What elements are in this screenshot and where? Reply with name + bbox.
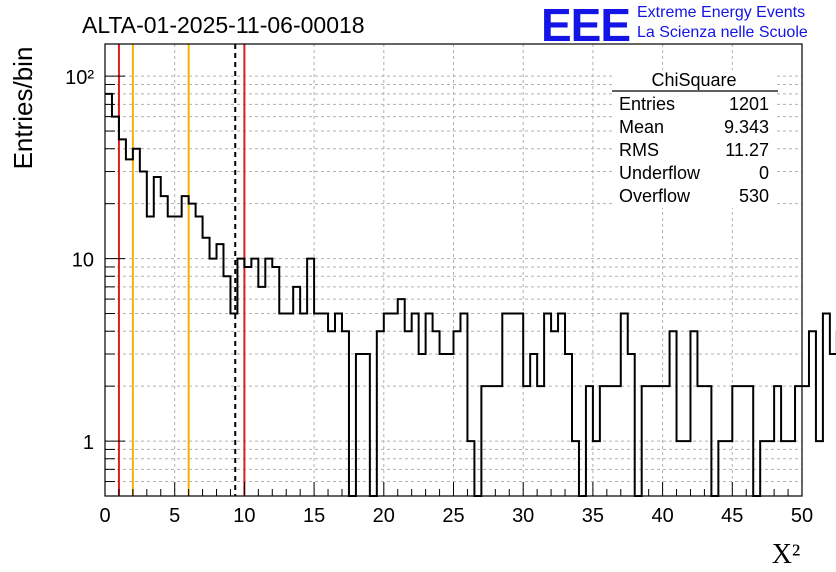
stats-row-value: 1201 [729, 94, 769, 114]
logo-subtitle-1: Extreme Energy Events [637, 4, 806, 21]
stats-box-background [613, 70, 775, 208]
stats-row-value: 530 [739, 186, 769, 206]
stats-title: ChiSquare [651, 70, 736, 90]
stats-box: ChiSquare Entries 1201 Mean 9.343 RMS 11.27 Und… [612, 70, 778, 208]
stats-row-label: Entries [619, 94, 675, 114]
eee-logo-mark: EEE [541, 0, 631, 51]
x-tick-label: 45 [721, 505, 743, 527]
x-tick-label: 5 [169, 505, 180, 527]
stats-row-value: 11.27 [725, 140, 769, 160]
x-tick-label: 10 [233, 505, 255, 527]
x-tick-label: 40 [651, 505, 673, 527]
axis-ticks: 0 5 10 15 20 25 30 35 40 45 50 1 10 10² [65, 67, 813, 527]
histogram-outline [105, 92, 836, 497]
chart-title: ALTA-01-2025-11-06-00018 [82, 12, 365, 38]
x-tick-label: 35 [582, 505, 604, 527]
x-tick-label: 30 [512, 505, 534, 527]
stats-row-label: RMS [619, 140, 659, 160]
stats-row-label: Mean [619, 117, 664, 137]
x-tick-label: 25 [442, 505, 464, 527]
stats-row-value: 9.343 [724, 117, 769, 137]
x-tick-label: 20 [373, 505, 395, 527]
x-tick-label: 50 [791, 505, 813, 527]
y-tick-label: 1 [83, 432, 94, 454]
reference-lines [117, 44, 246, 496]
x-axis-label: X² [772, 539, 801, 570]
y-tick-label: 10 [72, 250, 94, 272]
eee-logo: EEE Extreme Energy Events La Scienza nel… [541, 0, 831, 51]
x-tick-label: 15 [303, 505, 325, 527]
histogram-bars [105, 92, 836, 497]
stats-row-label: Overflow [619, 186, 691, 206]
stats-row-value: 0 [759, 163, 769, 183]
x-tick-label: 0 [99, 505, 110, 527]
logo-subtitle-2: La Scienza nelle Scuole [637, 24, 808, 41]
y-tick-label: 10² [65, 67, 94, 89]
y-axis-label: Entries/bin [8, 47, 38, 170]
stats-row-label: Underflow [619, 163, 701, 183]
